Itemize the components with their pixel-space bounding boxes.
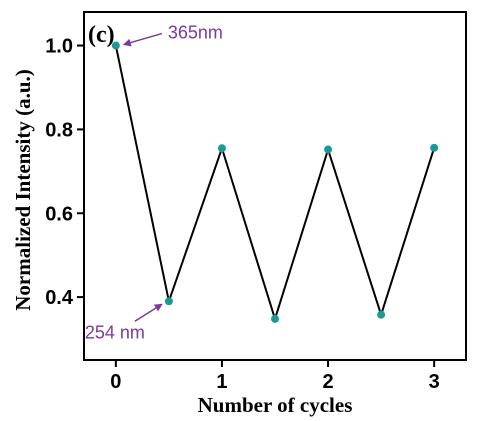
annotation-label-254: 254 nm <box>85 322 145 342</box>
series <box>111 41 439 323</box>
ticks: 0 1 2 3 0.4 0.6 0.8 1.0 <box>45 36 440 393</box>
series-line <box>114 45 436 323</box>
data-point <box>430 143 439 152</box>
panel-label: (c) <box>88 22 115 48</box>
x-tick-label: 0 <box>110 371 121 393</box>
plot-frame <box>83 11 467 361</box>
data-point <box>111 41 120 50</box>
x-tick-label: 2 <box>322 371 333 393</box>
annotations: 365nm 254 nm <box>85 23 223 343</box>
x-tick-label: 1 <box>216 371 227 393</box>
data-point <box>217 144 226 153</box>
data-point <box>377 310 386 319</box>
data-point <box>271 314 279 323</box>
data-point <box>164 297 173 306</box>
annotation-label-365: 365nm <box>168 23 223 43</box>
y-tick-label: 0.8 <box>45 119 73 141</box>
axes <box>83 11 467 361</box>
annotation-arrow-254 <box>134 303 163 322</box>
y-tick-label: 0.4 <box>45 287 74 309</box>
annotation-arrow-365 <box>122 32 163 47</box>
x-tick-label: 3 <box>429 371 440 393</box>
y-axis-title: Normalized Intensity (a.u.) <box>11 69 35 310</box>
y-tick-label: 0.6 <box>45 203 73 225</box>
y-tick-label: 1.0 <box>45 36 73 58</box>
x-axis-title: Number of cycles <box>198 393 353 417</box>
data-point <box>324 145 333 154</box>
